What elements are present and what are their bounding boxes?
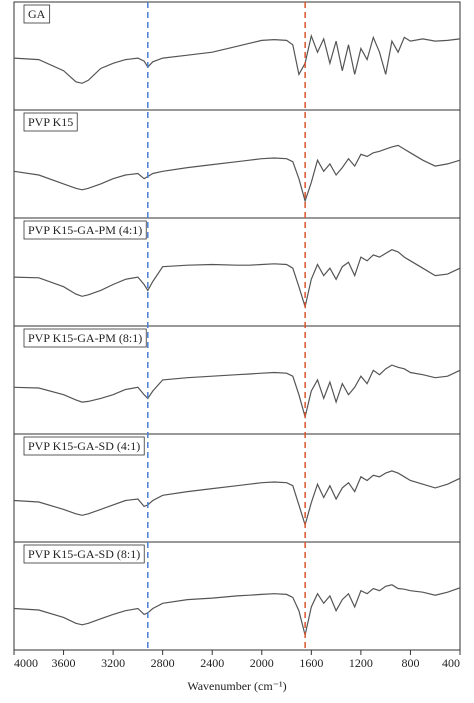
x-tick-label: 3200 (101, 656, 125, 670)
spectrum-line (13, 470, 461, 528)
panel-label: PVP K15-GA-SD (4:1) (28, 439, 140, 453)
panel-frame (13, 541, 461, 651)
panel-label-box (23, 544, 145, 564)
spectrum-line (13, 584, 461, 636)
panel-frame (13, 1, 461, 111)
panel-label-box (23, 112, 78, 132)
spectrum-line (13, 33, 461, 84)
x-tick-label: 1200 (349, 656, 373, 670)
x-tick-label: 2000 (250, 656, 274, 670)
panel-label-box (23, 328, 147, 348)
panel-label: PVP K15-GA-PM (4:1) (28, 223, 142, 237)
panel-label: PVP K15-GA-SD (8:1) (28, 547, 140, 561)
panel-label: GA (28, 7, 46, 21)
x-tick-label: 2800 (151, 656, 175, 670)
x-tick-label: 3600 (52, 656, 76, 670)
spectrum-line (13, 249, 461, 310)
spectrum-line (13, 144, 461, 203)
panel-label-box (23, 4, 51, 24)
panel-label: PVP K15-GA-PM (8:1) (28, 331, 142, 345)
panel-label: PVP K15 (28, 115, 73, 129)
panel-label-box (23, 220, 147, 240)
spectrum-line (13, 364, 461, 420)
x-tick-label: 2400 (200, 656, 224, 670)
panel-label-box (23, 436, 145, 456)
x-tick-label: 4000 (14, 656, 38, 670)
x-tick-label: 1600 (299, 656, 323, 670)
x-tick-label: 800 (401, 656, 419, 670)
panel-frame (13, 109, 461, 219)
x-axis-label: Wavenumber (cm⁻¹) (187, 679, 286, 693)
x-tick-label: 400 (442, 656, 460, 670)
